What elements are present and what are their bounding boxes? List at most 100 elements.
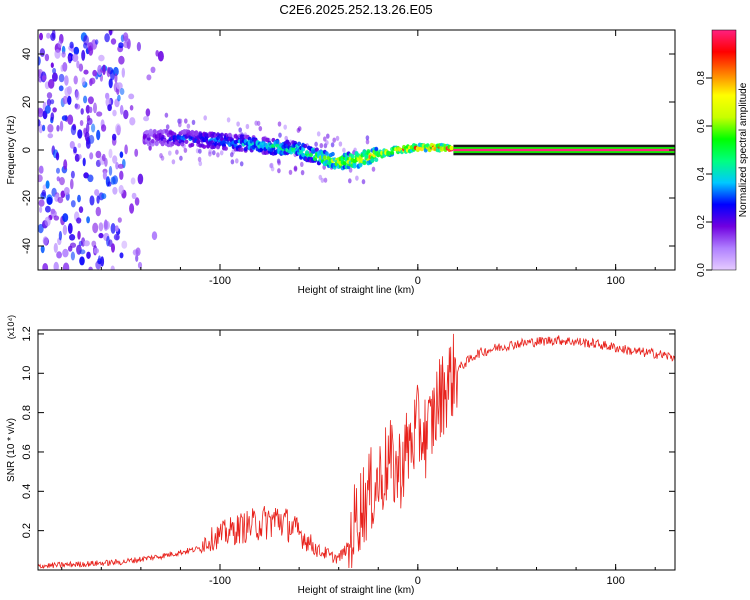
spectrogram-panel: -100 0 100 -40 -20 0 20 40 Height of straight l… bbox=[6, 29, 676, 296]
heatmap-cell bbox=[47, 124, 54, 133]
x-tick-label: -100 bbox=[209, 575, 231, 587]
heatmap-cell bbox=[121, 240, 128, 249]
snr-ylabel: SNR (10 * v/v) bbox=[6, 418, 17, 482]
heatmap-cell bbox=[77, 230, 81, 240]
heatmap-cell bbox=[98, 54, 105, 62]
heatmap-cell bbox=[350, 154, 355, 159]
x-tick-label: 100 bbox=[606, 275, 624, 287]
heatmap-cell bbox=[118, 42, 124, 49]
heatmap-cell bbox=[53, 261, 59, 270]
y-tick-label: 0.2 bbox=[21, 523, 33, 538]
heatmap-cell bbox=[38, 119, 41, 127]
heatmap-cell bbox=[92, 69, 98, 77]
heatmap-cell bbox=[62, 248, 69, 258]
heatmap-cell bbox=[145, 108, 151, 117]
heatmap-cell bbox=[108, 78, 113, 89]
heatmap-cell bbox=[102, 171, 107, 180]
heatmap-cell bbox=[102, 64, 106, 76]
heatmap-cell bbox=[319, 143, 324, 149]
spectrogram-cells bbox=[38, 30, 675, 270]
heatmap-cell bbox=[104, 33, 110, 43]
heatmap-cell bbox=[50, 99, 55, 105]
heatmap-cell bbox=[332, 137, 337, 143]
heatmap-cell bbox=[168, 150, 172, 156]
heatmap-cell bbox=[338, 141, 343, 147]
heatmap-cell bbox=[77, 129, 83, 139]
heatmap-cell bbox=[96, 111, 103, 117]
heatmap-cell bbox=[70, 200, 76, 208]
heatmap-cell bbox=[115, 162, 119, 170]
colorbar-tick-label: 0.6 bbox=[696, 119, 707, 133]
heatmap-cell bbox=[186, 123, 191, 129]
heatmap-cell bbox=[70, 178, 74, 190]
heatmap-cell bbox=[45, 180, 50, 189]
heatmap-cell bbox=[293, 165, 298, 171]
heatmap-cell bbox=[119, 252, 124, 259]
heatmap-cell bbox=[62, 213, 69, 223]
heatmap-cell bbox=[62, 262, 70, 270]
y-tick-label: 0.4 bbox=[21, 484, 33, 499]
heatmap-cell bbox=[39, 48, 46, 57]
heatmap-cell bbox=[52, 107, 57, 113]
heatmap-cell bbox=[191, 119, 196, 125]
heatmap-cell bbox=[342, 147, 346, 153]
snr-scale-label: (x10⁴) bbox=[6, 315, 16, 339]
figure-title: C2E6.2025.252.13.26.E05 bbox=[279, 2, 432, 17]
heatmap-cell bbox=[134, 197, 140, 206]
heatmap-cell bbox=[179, 155, 183, 161]
heatmap-cell bbox=[97, 255, 102, 265]
heatmap-cell bbox=[63, 159, 68, 170]
heatmap-cell bbox=[151, 231, 158, 241]
heatmap-cell bbox=[41, 75, 47, 81]
heatmap-cell bbox=[118, 184, 124, 195]
heatmap-cell bbox=[45, 205, 51, 213]
spectrogram-frame bbox=[37, 29, 676, 271]
y-tick-label: -40 bbox=[21, 238, 33, 254]
heatmap-cell bbox=[83, 172, 89, 179]
heatmap-cell bbox=[53, 215, 60, 221]
heatmap-cell bbox=[117, 94, 121, 102]
heatmap-cell bbox=[86, 216, 90, 224]
heatmap-cell bbox=[73, 46, 80, 55]
heatmap-cell bbox=[112, 186, 118, 195]
heatmap-cell bbox=[370, 158, 375, 163]
heatmap-cell bbox=[110, 38, 117, 45]
heatmap-cell bbox=[171, 159, 176, 165]
heatmap-cell bbox=[63, 187, 70, 195]
heatmap-cell bbox=[95, 39, 99, 45]
heatmap-cell bbox=[107, 104, 112, 112]
heatmap-cell bbox=[122, 32, 129, 42]
heatmap-cell bbox=[121, 67, 126, 78]
heatmap-cell bbox=[112, 155, 118, 164]
snr-ticks: -100 0 100 0.2 0.4 0.6 0.8 1.0 1.2 bbox=[21, 326, 675, 587]
heatmap-cell bbox=[56, 251, 62, 259]
x-tick-label: 0 bbox=[415, 275, 421, 287]
heatmap-cell bbox=[46, 92, 53, 99]
heatmap-cell bbox=[278, 132, 282, 138]
heatmap-cell bbox=[86, 115, 91, 122]
heatmap-cell bbox=[56, 167, 60, 174]
heatmap-cell bbox=[194, 132, 199, 137]
heatmap-cell bbox=[64, 75, 69, 86]
heatmap-cell bbox=[57, 196, 64, 204]
heatmap-cell bbox=[287, 142, 292, 147]
heatmap-cell bbox=[116, 82, 123, 90]
heatmap-cell bbox=[146, 74, 152, 81]
heatmap-cell bbox=[93, 247, 99, 254]
heatmap-cell bbox=[300, 161, 304, 167]
heatmap-cell bbox=[79, 120, 84, 126]
heatmap-cell bbox=[150, 139, 155, 144]
heatmap-cell bbox=[51, 30, 56, 39]
heatmap-cell bbox=[39, 32, 43, 41]
x-tick-label: -100 bbox=[209, 275, 231, 287]
heatmap-cell bbox=[238, 127, 242, 133]
heatmap-cell bbox=[184, 118, 188, 124]
heatmap-cell bbox=[74, 153, 80, 162]
heatmap-cell bbox=[374, 146, 379, 152]
heatmap-cell bbox=[208, 151, 212, 157]
heatmap-cell bbox=[69, 41, 74, 49]
heatmap-cell bbox=[109, 30, 113, 36]
heatmap-cell bbox=[300, 170, 305, 176]
heatmap-cell bbox=[108, 148, 113, 159]
y-tick-label: 0.6 bbox=[21, 444, 33, 459]
